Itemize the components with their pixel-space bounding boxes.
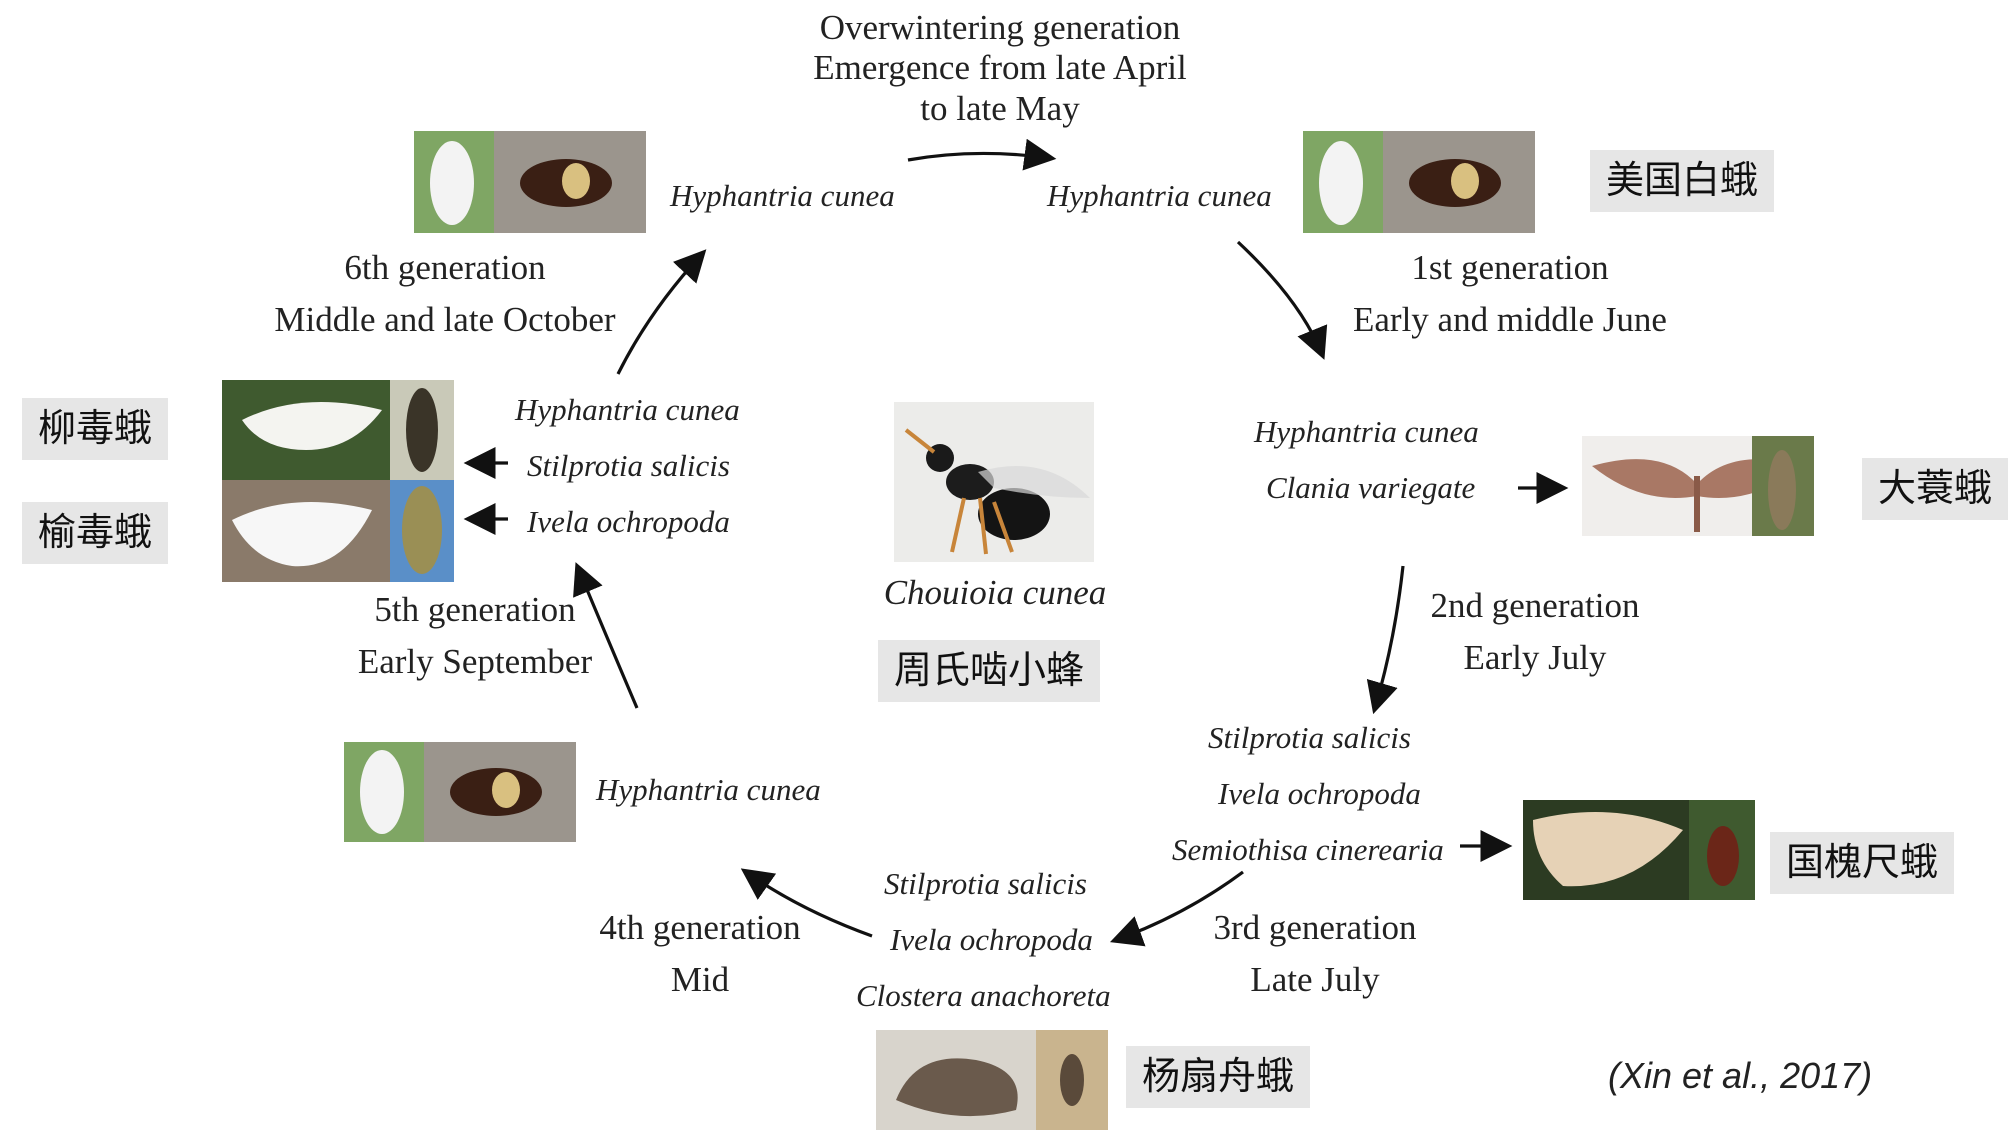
g6-name: 6th generation (344, 248, 546, 287)
cn-label-poplar-prominent: 杨扇舟蛾 (1126, 1046, 1311, 1108)
g4-label: 4th generation Mid (585, 908, 815, 1001)
host-left-mid-3: Ivela ochropoda (527, 504, 730, 539)
cn-label-elm-tussock: 榆毒蛾 (22, 502, 169, 564)
arrow-g5-to-g6 (573, 562, 639, 709)
g2-name: 2nd generation (1430, 586, 1640, 625)
arrow-g3-to-g4 (1109, 870, 1244, 947)
cn-label-chouioia: 周氏啮小蜂 (878, 640, 1101, 702)
photo-webworm-top-left (414, 131, 646, 233)
photo-webworm-left-low (344, 742, 576, 842)
cn-label-fall-webworm: 美国白蛾 (1590, 150, 1775, 212)
arrow-g2-to-g3 (1366, 565, 1405, 715)
g2-time: Early July (1463, 638, 1607, 678)
g1-label: 1st generation Early and middle June (1320, 248, 1700, 341)
photo-tussock-moths (222, 380, 454, 582)
g3-time: Late July (1250, 960, 1380, 1000)
photo-webworm-top-right (1303, 131, 1535, 233)
host-right-low-3: Semiothisa cinerearia (1172, 832, 1444, 867)
g3-label: 3rd generation Late July (1190, 908, 1440, 1001)
arrow-overwinter-to-g1 (907, 138, 1057, 171)
g6-label: 6th generation Middle and late October (250, 248, 640, 341)
photo-chouioia (894, 402, 1094, 562)
host-bottom-1: Stilprotia salicis (884, 866, 1087, 901)
overwintering-line3: to late May (920, 88, 1080, 128)
host-left-mid-1: Hyphantria cunea (515, 392, 740, 427)
g4-time: Mid (670, 960, 730, 1000)
g1-time: Early and middle June (1353, 300, 1667, 340)
host-right-low-1: Stilprotia salicis (1208, 720, 1411, 755)
g5-label: 5th generation Early September (325, 590, 625, 683)
cn-label-willow-tussock: 柳毒蛾 (22, 398, 169, 460)
arrow-g6-to-overwinter (616, 249, 707, 375)
photo-bagworm (1582, 436, 1814, 536)
host-right-mid-2: Clania variegate (1266, 470, 1476, 505)
center-species: Chouioia cunea (883, 573, 1107, 612)
host-left-low: Hyphantria cunea (596, 772, 821, 807)
g3-name: 3rd generation (1213, 908, 1417, 947)
host-right-mid-1: Hyphantria cunea (1254, 414, 1479, 449)
g6-time: Middle and late October (274, 300, 616, 340)
g1-name: 1st generation (1411, 248, 1609, 287)
overwintering-line2: Emergence from late April (813, 48, 1187, 88)
g5-name: 5th generation (374, 590, 576, 629)
host-top-left: Hyphantria cunea (670, 178, 895, 213)
host-top-right: Hyphantria cunea (1047, 178, 1272, 213)
photo-poplar-prominent (876, 1030, 1108, 1130)
arrow-g4-to-g5 (740, 868, 873, 938)
host-right-low-2: Ivela ochropoda (1218, 776, 1421, 811)
photo-looper (1523, 800, 1755, 900)
cn-label-bagworm: 大蓑蛾 (1862, 458, 2009, 520)
overwintering-label: Overwintering generation Emergence from … (780, 8, 1220, 129)
citation: (Xin et al., 2017) (1608, 1055, 1873, 1096)
host-bottom-3: Clostera anachoreta (856, 978, 1111, 1013)
host-bottom-2: Ivela ochropoda (890, 922, 1093, 957)
g2-label: 2nd generation Early July (1410, 586, 1660, 679)
host-left-mid-2: Stilprotia salicis (527, 448, 730, 483)
cn-label-sophora-looper: 国槐尺蛾 (1770, 832, 1955, 894)
overwintering-line1: Overwintering generation (819, 8, 1181, 47)
arrow-g1-to-g2 (1236, 240, 1328, 360)
g4-name: 4th generation (599, 908, 801, 947)
g5-time: Early September (357, 642, 593, 682)
